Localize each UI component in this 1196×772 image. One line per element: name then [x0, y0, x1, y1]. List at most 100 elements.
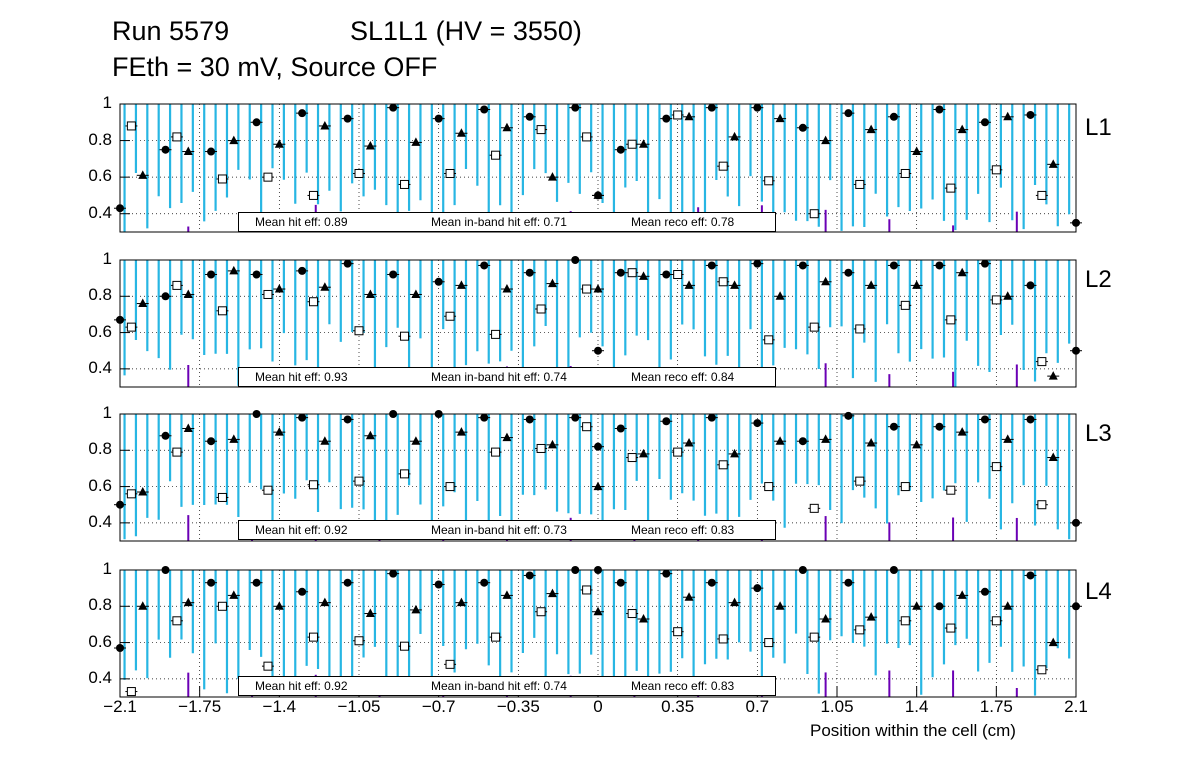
y-tick-label: 0.8	[88, 439, 112, 459]
hit-eff-point	[707, 413, 716, 422]
hit-eff-point	[616, 145, 625, 154]
conditions-title: FEth = 30 mV, Source OFF	[112, 52, 438, 82]
reco-eff-point	[547, 278, 557, 288]
reco-eff-point	[138, 298, 148, 308]
inband-eff-point	[991, 165, 1001, 175]
reco-eff-point	[775, 436, 785, 445]
x-tick-label: 0.35	[661, 697, 695, 716]
inband-eff-point	[582, 422, 592, 432]
reco-eff-point	[957, 124, 967, 134]
reco-eff-point	[866, 612, 876, 621]
inband-eff-point	[582, 132, 592, 142]
inband-eff-point	[809, 209, 819, 219]
hit-eff-point	[1026, 571, 1035, 580]
layer-label-l1: L1	[1085, 114, 1112, 141]
inband-eff-point	[673, 627, 683, 637]
inband-eff-point	[536, 125, 546, 135]
x-tick-label: 0	[593, 697, 603, 716]
reco-eff-point	[502, 432, 512, 442]
reco-eff-point	[229, 590, 239, 599]
x-tick-label: −1.05	[337, 697, 381, 716]
reco-eff-point	[183, 289, 193, 298]
hit-eff-point	[616, 424, 625, 433]
hit-eff-point	[525, 571, 534, 580]
reco-eff-point	[639, 448, 649, 458]
reco-eff-point	[684, 592, 694, 601]
inband-eff-point	[900, 616, 910, 626]
reco-eff-point	[502, 590, 512, 599]
x-axis-title: Position within the cell (cm)	[810, 721, 1016, 740]
layer-label-l3: L3	[1085, 420, 1112, 447]
hit-eff-point	[980, 118, 989, 127]
reco-eff-point	[821, 276, 831, 286]
hit-eff-point	[594, 442, 602, 451]
reco-eff-point	[730, 131, 740, 141]
reco-eff-point	[456, 597, 466, 607]
reco-eff-point	[274, 139, 284, 148]
y-tick-label: 0.6	[88, 475, 112, 495]
hit-eff-point	[480, 105, 489, 114]
hit-eff-point	[844, 109, 853, 118]
reco-eff-point	[912, 146, 922, 156]
legend-l4-reco: Mean reco eff: 0.83	[631, 679, 735, 693]
inband-eff-point	[900, 482, 910, 492]
hit-eff-point	[207, 437, 216, 446]
inband-eff-point	[217, 174, 227, 184]
y-tick-label: 0.8	[88, 595, 112, 615]
legend-l3-reco: Mean reco eff: 0.83	[631, 523, 735, 537]
inband-eff-point	[627, 609, 637, 619]
legend-l4-hit: Mean hit eff: 0.92	[255, 679, 348, 693]
x-tick-label: −0.35	[496, 697, 540, 716]
inband-eff-point	[718, 634, 728, 644]
inband-eff-point	[354, 168, 364, 178]
inband-eff-point	[900, 168, 910, 178]
reco-eff-point	[411, 604, 421, 614]
chamber-title: SL1L1 (HV = 3550)	[350, 16, 582, 46]
inband-eff-point	[172, 132, 182, 142]
hit-eff-point	[161, 292, 170, 301]
inband-eff-point	[217, 306, 227, 316]
inband-eff-point	[946, 183, 956, 193]
legend-l2-hit: Mean hit eff: 0.93	[255, 370, 348, 384]
y-tick-label: 0.4	[88, 667, 112, 687]
panel-frame	[119, 103, 1077, 233]
reco-eff-point	[274, 601, 284, 610]
reco-eff-point	[866, 124, 876, 134]
legend-l1-hit: Mean hit eff: 0.89	[255, 215, 348, 229]
reco-eff-point	[684, 280, 694, 289]
legend-l2-inband: Mean in-band hit eff: 0.74	[431, 370, 567, 384]
hit-eff-point	[389, 103, 398, 112]
reco-eff-point	[821, 135, 831, 145]
inband-eff-point	[946, 623, 956, 633]
hit-eff-point	[298, 109, 307, 118]
hit-eff-point	[753, 103, 762, 112]
hit-eff-point	[298, 266, 307, 275]
inband-eff-point	[263, 289, 273, 299]
reco-eff-point	[320, 436, 330, 445]
reco-eff-point	[547, 172, 557, 181]
inband-eff-point	[946, 315, 956, 325]
inband-eff-point	[445, 168, 455, 178]
hit-eff-point	[298, 413, 307, 422]
inband-eff-point	[400, 331, 410, 341]
reco-eff-point	[866, 280, 876, 289]
y-tick-label: 1	[102, 559, 112, 578]
hit-eff-point	[707, 103, 716, 112]
hit-eff-point	[434, 580, 443, 589]
reco-eff-point	[684, 111, 694, 121]
hit-eff-point	[980, 415, 989, 424]
legend-l4-inband: Mean in-band hit eff: 0.74	[431, 679, 567, 693]
hit-eff-point	[753, 419, 762, 428]
hit-eff-point	[343, 259, 352, 268]
inband-eff-point	[718, 460, 728, 470]
reco-eff-point	[957, 427, 967, 436]
y-tick-label: 0.6	[88, 321, 112, 341]
hit-eff-point	[525, 415, 534, 424]
reco-eff-point	[821, 613, 831, 623]
inband-eff-point	[764, 482, 774, 492]
inband-eff-point	[126, 121, 136, 131]
inband-eff-point	[536, 304, 546, 314]
inband-eff-point	[627, 268, 637, 278]
hit-eff-point	[935, 261, 944, 270]
y-tick-label: 0.8	[88, 285, 112, 305]
